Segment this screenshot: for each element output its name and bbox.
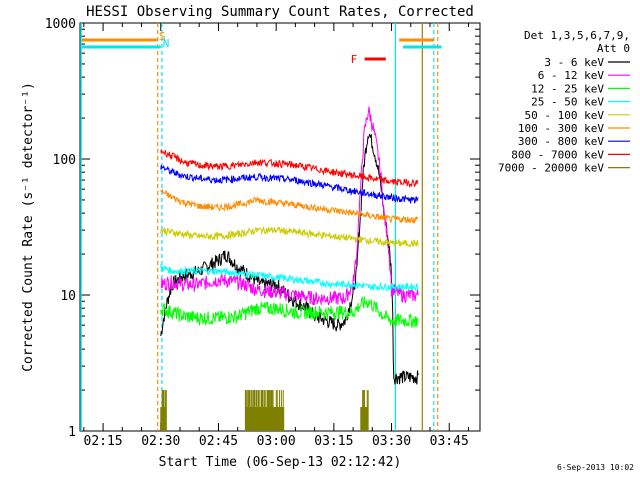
series-line-4 xyxy=(160,225,419,249)
y-tick-label: 100 xyxy=(53,153,76,168)
x-tick-label: 03:30 xyxy=(372,434,411,449)
chart-title: HESSI Observing Summary Count Rates, Cor… xyxy=(86,4,474,20)
series-line-5 xyxy=(160,187,419,225)
x-tick-label: 02:30 xyxy=(141,434,180,449)
x-tick-label: 03:00 xyxy=(257,434,296,449)
x-axis-label: Start Time (06-Sep-13 02:12:42) xyxy=(159,455,402,470)
x-tick-label: 02:45 xyxy=(199,434,238,449)
legend-header-2: Att 0 xyxy=(597,42,630,55)
flag-label-flare: F xyxy=(351,53,358,66)
legend-label: 25 - 50 keV xyxy=(531,96,604,109)
legend-label: 6 - 12 keV xyxy=(538,69,605,82)
x-tick-label: 02:15 xyxy=(84,434,123,449)
legend-label: 50 - 100 keV xyxy=(525,109,605,122)
legend-label: 800 - 7000 keV xyxy=(511,148,604,161)
series-line-1 xyxy=(160,106,419,306)
x-tick-label: 03:15 xyxy=(314,434,353,449)
legend-header-1: Det 1,3,5,6,7,9, xyxy=(524,29,630,42)
legend-label: 100 - 300 keV xyxy=(518,122,604,135)
legend-label: 12 - 25 keV xyxy=(531,82,604,95)
flag-label: S xyxy=(159,30,166,43)
legend-label: 3 - 6 keV xyxy=(544,56,604,69)
series-line-3 xyxy=(160,264,419,292)
x-tick-label: 03:45 xyxy=(430,434,469,449)
y-tick-label: 1000 xyxy=(45,17,76,32)
y-axis-label: Corrected Count Rate (s⁻¹ detector⁻¹) xyxy=(21,82,36,372)
legend-label: 300 - 800 keV xyxy=(518,135,604,148)
y-tick-label: 10 xyxy=(60,289,76,304)
series-line-7 xyxy=(160,149,419,189)
series-marks: SN F xyxy=(80,23,442,431)
series-line-6 xyxy=(160,164,419,205)
axis-ticks: 02:15 02:30 02:45 03:00 03:15 03:30 03:45 1 10 10… xyxy=(45,17,480,449)
series-line-0 xyxy=(160,133,419,385)
series-line-2 xyxy=(160,295,419,328)
flag-label: N xyxy=(163,37,170,50)
plot-frame xyxy=(79,22,481,432)
legend-label: 7000 - 20000 keV xyxy=(498,162,604,175)
y-tick-label: 1 xyxy=(68,425,76,440)
timestamp-corner: 6-Sep-2013 10:02 xyxy=(557,463,634,472)
